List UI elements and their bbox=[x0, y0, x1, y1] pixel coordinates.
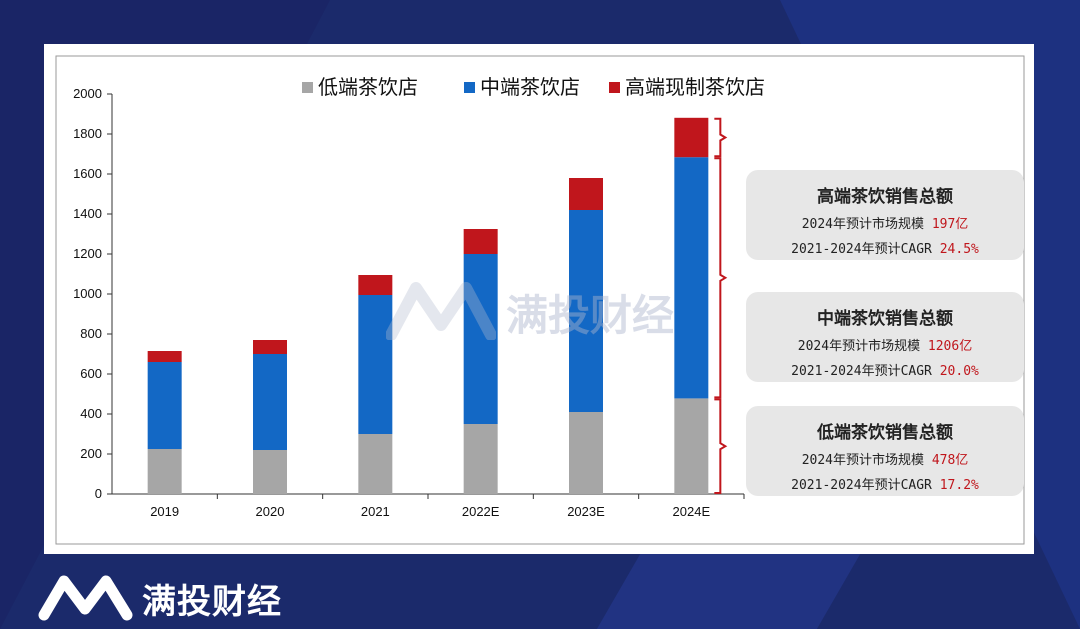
info-title: 低端茶饮销售总额 bbox=[817, 423, 953, 443]
brand-name: 满投财经 bbox=[142, 582, 282, 622]
legend-label: 中端茶饮店 bbox=[480, 75, 580, 99]
bar-segment-mid-2019 bbox=[147, 362, 182, 449]
info-label: 2021-2024年预计CAGR bbox=[791, 478, 932, 493]
bar-segment-mid-2021 bbox=[358, 295, 393, 434]
bar-segment-low-2021 bbox=[358, 434, 393, 494]
y-axis: 0 200 400 600 800 1000 1200 1400 1600 1800 2000 bbox=[73, 86, 113, 501]
info-line-size: 2024年预计市场规模 1206亿 bbox=[746, 335, 1024, 354]
y-tick-label: 600 bbox=[80, 366, 102, 381]
bar-segment-high-2021 bbox=[358, 275, 393, 295]
info-value: 197亿 bbox=[931, 217, 969, 232]
bar-segment-high-2020 bbox=[253, 340, 287, 354]
legend-swatch bbox=[609, 82, 620, 93]
info-label: 2021-2024年预计CAGR bbox=[791, 364, 932, 379]
bar-segment-low-2024E bbox=[674, 398, 709, 494]
bars bbox=[147, 117, 709, 494]
bar-segment-mid-2024E bbox=[674, 157, 709, 399]
info-line-size: 2024年预计市场规模 478亿 bbox=[746, 449, 1024, 468]
info-box-mid: 中端茶饮销售总额 2024年预计市场规模 1206亿 2021-2024年预计C… bbox=[746, 292, 1024, 382]
info-value: 24.5% bbox=[939, 242, 979, 257]
bar-segment-low-2019 bbox=[147, 449, 182, 494]
info-title: 高端茶饮销售总额 bbox=[817, 187, 953, 207]
bar-segment-low-2020 bbox=[253, 450, 287, 494]
legend-swatch bbox=[302, 82, 313, 93]
bracket-mid bbox=[714, 157, 728, 399]
bar-segment-mid-2022E bbox=[463, 254, 498, 424]
bracket-high bbox=[714, 117, 728, 158]
info-label: 2024年预计市场规模 bbox=[797, 339, 921, 354]
info-line-cagr: 2021-2024年预计CAGR 17.2% bbox=[746, 474, 1024, 493]
info-value: 478亿 bbox=[931, 453, 969, 468]
info-label: 2024年预计市场规模 bbox=[801, 217, 924, 232]
bar-segment-low-2022E bbox=[463, 424, 498, 494]
y-tick-label: 1000 bbox=[73, 286, 102, 301]
legend-label: 低端茶饮店 bbox=[318, 75, 418, 99]
y-tick-label: 400 bbox=[80, 406, 102, 421]
info-line-cagr: 2021-2024年预计CAGR 20.0% bbox=[746, 360, 1024, 379]
info-line-cagr: 2021-2024年预计CAGR 24.5% bbox=[746, 238, 1024, 257]
legend-label: 高端现制茶饮店 bbox=[625, 75, 765, 99]
bar-segment-high-2023E bbox=[569, 178, 603, 210]
x-axis: 2019 2020 2021 2022E 2023E 2024E bbox=[112, 493, 745, 519]
info-line-size: 2024年预计市场规模 197亿 bbox=[746, 213, 1024, 232]
info-value: 17.2% bbox=[939, 478, 979, 493]
chart-card: 0 200 400 600 800 1000 1200 1400 1600 1800 2000 20… bbox=[44, 44, 1034, 554]
watermark-text: 满投财经 bbox=[506, 291, 675, 340]
bar-segment-low-2023E bbox=[569, 412, 603, 494]
info-box-high: 高端茶饮销售总额 2024年预计市场规模 197亿 2021-2024年预计CA… bbox=[746, 170, 1024, 260]
x-tick-label: 2021 bbox=[361, 504, 390, 519]
bar-segment-high-2022E bbox=[463, 229, 498, 254]
y-tick-label: 2000 bbox=[73, 86, 102, 101]
y-tick-label: 200 bbox=[80, 446, 102, 461]
bar-segment-mid-2023E bbox=[569, 210, 603, 412]
info-title: 中端茶饮销售总额 bbox=[817, 309, 953, 329]
x-tick-label: 2023E bbox=[567, 504, 605, 519]
y-tick-label: 1800 bbox=[73, 126, 102, 141]
x-tick-label: 2022E bbox=[462, 504, 500, 519]
y-tick-label: 800 bbox=[80, 326, 102, 341]
bracket-low bbox=[714, 398, 728, 494]
x-tick-label: 2024E bbox=[673, 504, 711, 519]
info-label: 2021-2024年预计CAGR bbox=[791, 242, 932, 257]
bar-segment-high-2019 bbox=[147, 351, 182, 362]
stacked-bar-chart: 0 200 400 600 800 1000 1200 1400 1600 1800 2000 20… bbox=[55, 55, 1025, 545]
y-tick-label: 1200 bbox=[73, 246, 102, 261]
brackets bbox=[714, 117, 728, 494]
info-label: 2024年预计市场规模 bbox=[801, 453, 924, 468]
y-tick-label: 0 bbox=[95, 486, 102, 501]
info-value: 1206亿 bbox=[927, 339, 973, 354]
x-tick-label: 2019 bbox=[150, 504, 179, 519]
bar-segment-mid-2020 bbox=[253, 354, 287, 450]
legend-swatch bbox=[464, 82, 475, 93]
watermark-logo-icon bbox=[386, 282, 496, 340]
chart-frame bbox=[55, 55, 1025, 545]
x-tick-label: 2020 bbox=[256, 504, 285, 519]
y-tick-label: 1600 bbox=[73, 166, 102, 181]
bar-segment-high-2024E bbox=[674, 117, 709, 158]
info-value: 20.0% bbox=[939, 364, 979, 379]
background-shape-bottom bbox=[596, 549, 864, 629]
y-tick-label: 1400 bbox=[73, 206, 102, 221]
brand-logo-icon bbox=[38, 575, 133, 621]
info-box-low: 低端茶饮销售总额 2024年预计市场规模 478亿 2021-2024年预计CA… bbox=[746, 406, 1024, 496]
legend: 低端茶饮店 中端茶饮店 高端现制茶饮店 bbox=[302, 75, 765, 99]
